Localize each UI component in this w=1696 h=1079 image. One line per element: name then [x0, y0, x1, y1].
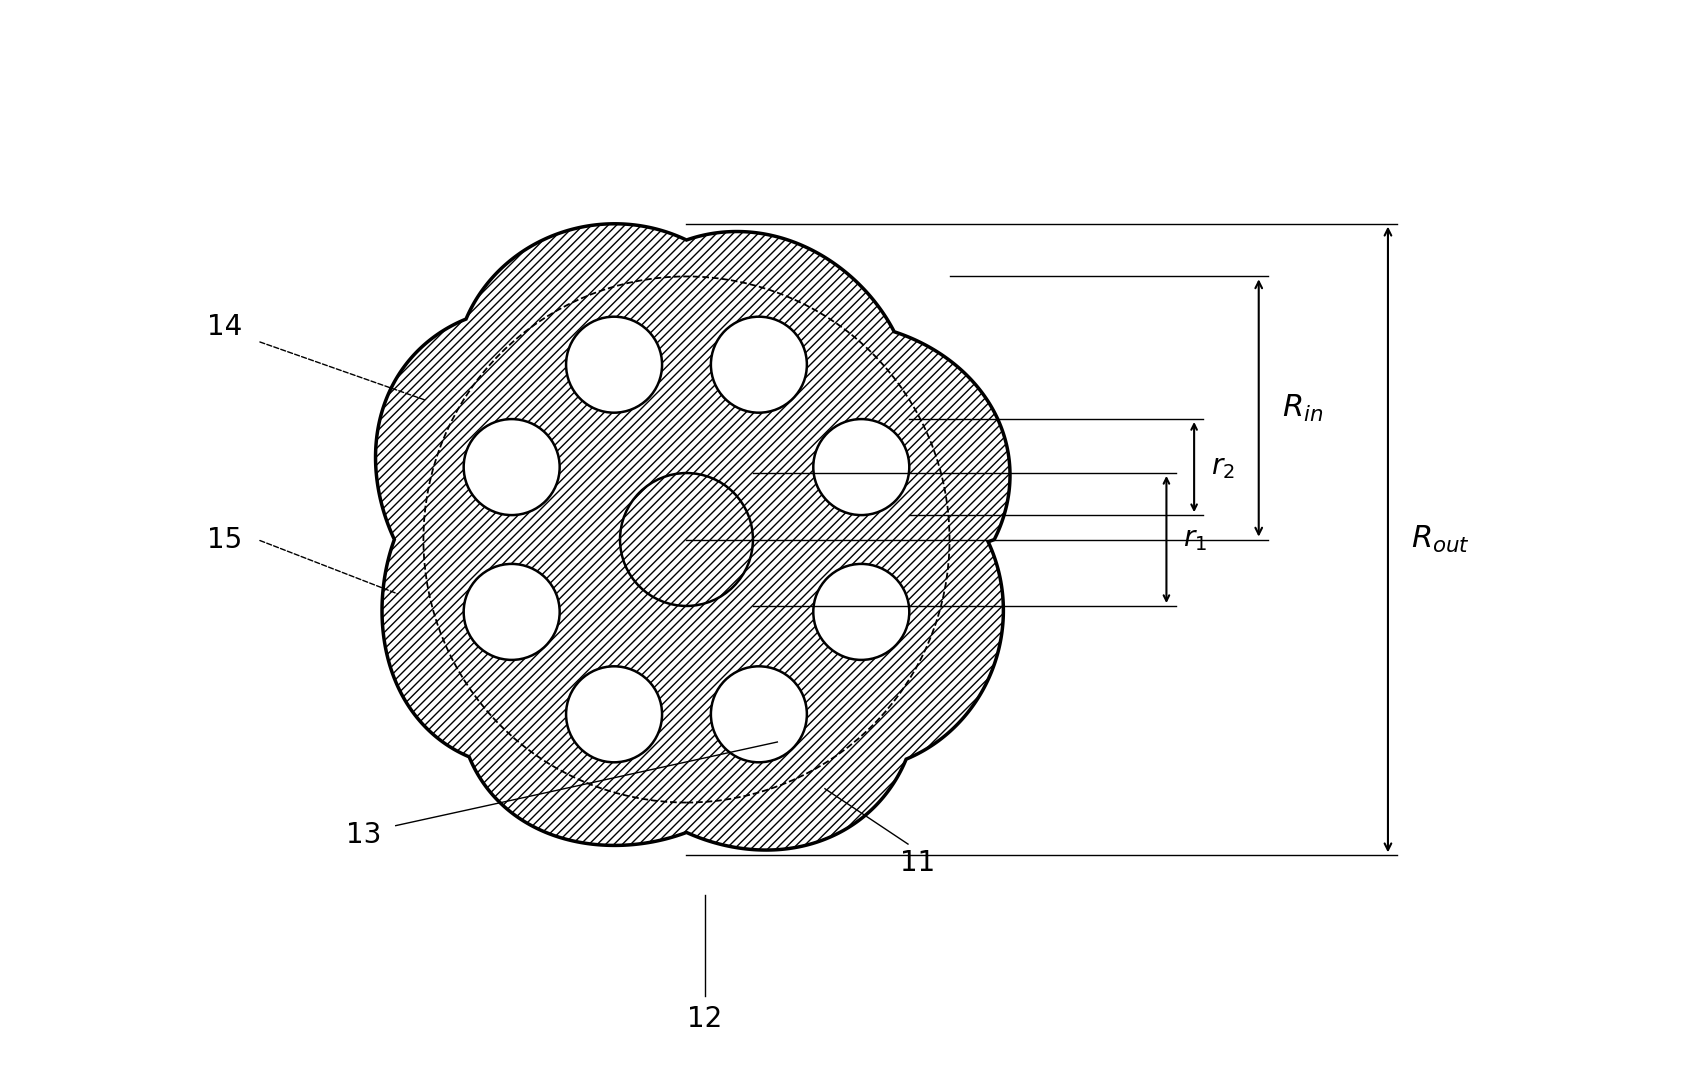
Circle shape — [566, 317, 661, 412]
Circle shape — [711, 317, 807, 412]
Text: 11: 11 — [899, 848, 934, 876]
Text: $R_{out}$: $R_{out}$ — [1411, 524, 1470, 555]
Text: $R_{in}$: $R_{in}$ — [1282, 393, 1323, 424]
Text: 13: 13 — [346, 821, 382, 849]
Text: 15: 15 — [207, 525, 243, 554]
Circle shape — [463, 419, 560, 515]
Circle shape — [566, 667, 661, 762]
Text: $r_1$: $r_1$ — [1184, 525, 1208, 554]
Text: 12: 12 — [687, 1006, 722, 1034]
Circle shape — [814, 419, 909, 515]
Circle shape — [463, 564, 560, 660]
Polygon shape — [375, 223, 1011, 850]
Text: 14: 14 — [207, 313, 243, 341]
Circle shape — [814, 564, 909, 660]
Text: $r_2$: $r_2$ — [1211, 453, 1235, 480]
Circle shape — [621, 473, 753, 606]
Circle shape — [711, 667, 807, 762]
